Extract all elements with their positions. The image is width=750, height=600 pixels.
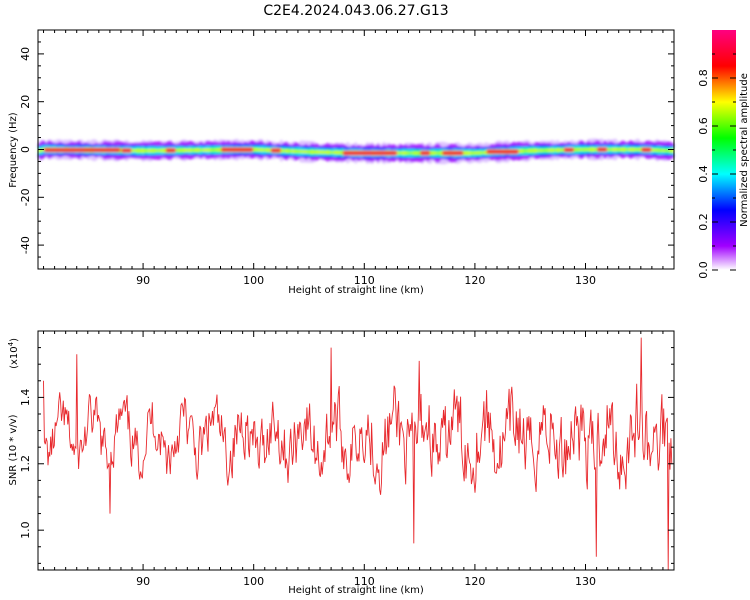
snr-x-ticks: 90 100 110 120 130 — [43, 331, 675, 588]
spectrogram-peak-core — [486, 150, 519, 154]
colorbar: 0.0 0.2 0.4 0.6 0.8 Normalized spectral ampl… — [697, 30, 750, 279]
spectrogram-x-tick-label: 130 — [575, 274, 596, 287]
spectrogram-x-tick-label: 110 — [354, 274, 375, 287]
snr-y-label: SNR (10 * v/v) — [8, 414, 19, 485]
spectrogram-peak-core — [343, 151, 397, 155]
snr-panel: 90 100 110 120 130 1.0 1.2 1.4 Height of strai… — [7, 330, 675, 596]
snr-frame — [37, 330, 675, 571]
snr-series-line — [43, 337, 673, 571]
colorbar-tick-label: 0.8 — [697, 69, 710, 87]
snr-y-tick-label: 1.4 — [19, 389, 32, 407]
spectrogram-x-tick-label: 90 — [136, 274, 150, 287]
snr-multiplier: (x104) — [7, 338, 20, 369]
colorbar-label: Normalized spectral amplitude — [739, 73, 750, 227]
spectrogram-x-tick-label: 120 — [464, 274, 485, 287]
spectrogram-peak-core — [442, 151, 463, 155]
spectrogram-band — [38, 138, 674, 165]
snr-x-tick-label: 130 — [575, 575, 596, 588]
snr-y-tick-label: 1.2 — [19, 455, 32, 473]
spectrogram-band-layer — [38, 147, 674, 155]
spectrogram-peak-core — [420, 151, 430, 155]
spectrogram-y-label: Frequency (Hz) — [8, 112, 19, 188]
spectrogram-peak-core — [564, 148, 574, 152]
spectrogram-y-tick-label: 40 — [19, 47, 32, 61]
chart-title: C2E4.2024.043.06.27.G13 — [263, 3, 448, 19]
spectrogram-peak-core — [271, 148, 281, 152]
colorbar-tick-label: 0.6 — [697, 117, 710, 135]
spectrogram-panel: 90 100 110 120 130 -40 -20 0 20 40 Height of str… — [8, 29, 675, 296]
spectrogram-y-tick-label: 0 — [19, 146, 32, 153]
colorbar-gradient — [712, 30, 736, 270]
snr-x-tick-label: 100 — [243, 575, 264, 588]
spectrogram-x-ticks: 90 100 110 120 130 — [43, 30, 675, 287]
snr-x-tick-label: 120 — [464, 575, 485, 588]
colorbar-ticks: 0.0 0.2 0.4 0.6 0.8 — [697, 53, 736, 279]
spectrogram-peak-core — [44, 148, 120, 152]
colorbar-tick-label: 0.2 — [697, 213, 710, 231]
colorbar-tick-label: 0.0 — [697, 261, 710, 279]
snr-x-tick-label: 90 — [136, 575, 150, 588]
spectrogram-peak-core — [641, 148, 651, 152]
snr-x-label: Height of straight line (km) — [288, 585, 424, 596]
spectrogram-y-tick-label: -20 — [19, 188, 32, 206]
spectrogram-peak-core — [121, 148, 132, 152]
spectrogram-x-label: Height of straight line (km) — [288, 285, 424, 296]
spectrogram-peak-core — [221, 148, 253, 152]
snr-y-ticks: 1.0 1.2 1.4 — [19, 347, 674, 564]
spectrogram-y-tick-label: 20 — [19, 95, 32, 109]
spectrogram-y-tick-label: -40 — [19, 236, 32, 254]
spectrogram-x-tick-label: 100 — [243, 274, 264, 287]
spectrogram-peak-core — [166, 148, 176, 152]
spectrogram-y-ticks: -40 -20 0 20 40 — [19, 41, 674, 258]
spectrogram-peak-core — [597, 148, 607, 151]
snr-y-tick-label: 1.0 — [19, 521, 32, 539]
colorbar-tick-label: 0.4 — [697, 165, 710, 183]
snr-x-tick-label: 110 — [354, 575, 375, 588]
